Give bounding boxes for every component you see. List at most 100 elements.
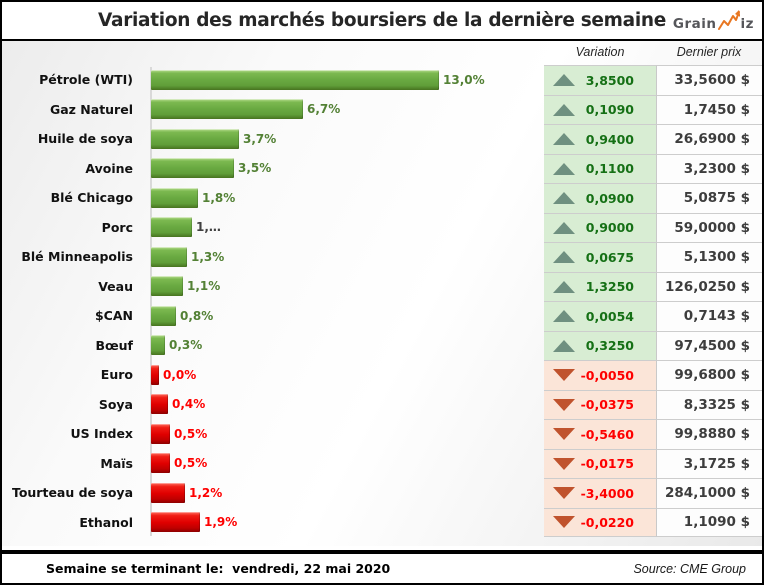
last-price-value: 99,6800 $	[656, 360, 762, 390]
variation-cell: 0,0054	[544, 301, 656, 331]
table-row: Pétrole (WTI) 13,0% 3,8500 33,5600 $	[2, 65, 762, 95]
last-price-value: 3,1725 $	[656, 448, 762, 478]
bar-percent-label: 13,0%	[443, 72, 485, 87]
bar-area: 1,9%	[142, 508, 544, 538]
category-label: US Index	[70, 426, 133, 442]
triangle-down-icon	[553, 457, 575, 470]
variation-bar	[151, 335, 165, 356]
category-label: Pétrole (WTI)	[39, 72, 133, 88]
last-price-value: 8,3325 $	[656, 389, 762, 419]
bar-percent-label: 6,7%	[307, 102, 341, 117]
variation-cell: 0,1090	[544, 94, 656, 124]
title-bar: Variation des marchés boursiers de la de…	[2, 2, 762, 41]
column-headers: Variation Dernier prix	[2, 41, 762, 65]
category-label: Blé Minneapolis	[21, 249, 133, 265]
variation-bar	[151, 128, 239, 149]
category-label: Soya	[98, 396, 133, 412]
variation-bar	[151, 187, 198, 208]
last-price-value: 126,0250 $	[656, 271, 762, 301]
triangle-down-icon	[553, 516, 575, 529]
bar-area: 1,8%	[142, 183, 544, 213]
bar-area: 0,4%	[142, 390, 544, 420]
last-price-value: 99,8880 $	[656, 419, 762, 449]
table-row: Bœuf 0,3% 0,3250 97,4500 $	[2, 330, 762, 361]
triangle-up-icon	[553, 221, 575, 234]
variation-bar	[151, 217, 192, 238]
bar-percent-label: 0,3%	[169, 338, 203, 353]
table-row: Tourteau de soya 1,2% -3,4000 284,1000 $	[2, 478, 762, 508]
variation-cell: 3,8500	[544, 65, 656, 95]
table-row: Euro 0,0% -0,0050 99,6800 $	[2, 360, 762, 390]
chart-table-area: Variation Dernier prix Pétrole (WTI) 13,…	[2, 41, 762, 546]
bar-percent-label: 0,4%	[172, 397, 206, 412]
bar-area: 6,7%	[142, 95, 544, 125]
category-label: Porc	[101, 219, 133, 235]
variation-cell: -0,0220	[544, 507, 656, 537]
variation-value: 0,1090	[585, 102, 634, 118]
column-header-variation: Variation	[575, 45, 625, 59]
variation-bar	[151, 364, 159, 385]
triangle-down-icon	[553, 487, 575, 500]
triangle-up-icon	[553, 280, 575, 293]
variation-value: -0,0220	[580, 514, 634, 530]
bar-percent-label: 3,7%	[243, 131, 277, 146]
table-row: US Index 0,5% -0,5460 99,8880 $	[2, 419, 762, 449]
bar-percent-label: 1,1%	[187, 279, 221, 294]
variation-value: -0,0050	[580, 367, 634, 383]
table-row: Maïs 0,5% -0,0175 3,1725 $	[2, 448, 762, 479]
table-row: Soya 0,4% -0,0375 8,3325 $	[2, 389, 762, 420]
variation-cell: -0,0375	[544, 389, 656, 419]
triangle-up-icon	[553, 103, 575, 116]
week-ending-label: Semaine se terminant le: vendredi, 22 ma…	[46, 561, 391, 576]
variation-value: 0,3250	[585, 338, 634, 354]
bar-percent-label: 0,8%	[180, 308, 214, 323]
triangle-up-icon	[553, 74, 575, 87]
triangle-down-icon	[553, 398, 575, 411]
table-row: Blé Chicago 1,8% 0,0900 5,0875 $	[2, 183, 762, 213]
variation-cell: 1,3250	[544, 271, 656, 301]
page-title: Variation des marchés boursiers de la de…	[98, 10, 666, 31]
triangle-up-icon	[553, 251, 575, 264]
logo-zigzag-chart-icon	[717, 9, 741, 32]
bar-area: 0,3%	[142, 331, 544, 361]
bar-area: 0,5%	[142, 449, 544, 479]
table-row: Avoine 3,5% 0,1100 3,2300 $	[2, 153, 762, 183]
last-price-value: 5,0875 $	[656, 183, 762, 213]
variation-cell: 0,1100	[544, 153, 656, 183]
variation-cell: -0,0050	[544, 360, 656, 390]
bar-area: 1,…	[142, 213, 544, 243]
variation-cell: 0,0675	[544, 242, 656, 272]
bar-area: 0,0%	[142, 360, 544, 390]
bar-area: 1,1%	[142, 272, 544, 302]
variation-value: -0,0175	[580, 456, 634, 472]
variation-cell: 0,3250	[544, 330, 656, 360]
table-row: $CAN 0,8% 0,0054 0,7143 $	[2, 301, 762, 331]
grainwiz-logo: Grain iz	[673, 9, 754, 32]
category-label: Huile de soya	[37, 131, 133, 147]
table-row: Gaz Naturel 6,7% 0,1090 1,7450 $	[2, 94, 762, 125]
bar-area: 0,8%	[142, 301, 544, 331]
variation-bar	[151, 158, 234, 179]
bar-percent-label: 0,5%	[174, 426, 208, 441]
table-row: Blé Minneapolis 1,3% 0,0675 5,1300 $	[2, 242, 762, 272]
category-label: Gaz Naturel	[49, 101, 133, 117]
bar-area: 13,0%	[142, 65, 544, 95]
bar-percent-label: 1,2%	[189, 485, 223, 500]
variation-value: 0,9400	[585, 131, 634, 147]
triangle-down-icon	[553, 428, 575, 441]
category-label: Avoine	[85, 160, 133, 176]
last-price-value: 0,7143 $	[656, 301, 762, 331]
category-label: Blé Chicago	[50, 190, 133, 206]
variation-bar	[151, 276, 183, 297]
table-row: Veau 1,1% 1,3250 126,0250 $	[2, 271, 762, 302]
variation-bar	[151, 69, 439, 90]
variation-value: -0,5460	[580, 426, 634, 442]
variation-value: -0,0375	[580, 397, 634, 413]
triangle-down-icon	[553, 369, 575, 382]
bar-percent-label: 1,8%	[202, 190, 236, 205]
last-price-value: 284,1000 $	[656, 478, 762, 508]
category-label: $CAN	[94, 308, 133, 324]
variation-cell: -0,5460	[544, 419, 656, 449]
variation-bar	[151, 482, 185, 503]
